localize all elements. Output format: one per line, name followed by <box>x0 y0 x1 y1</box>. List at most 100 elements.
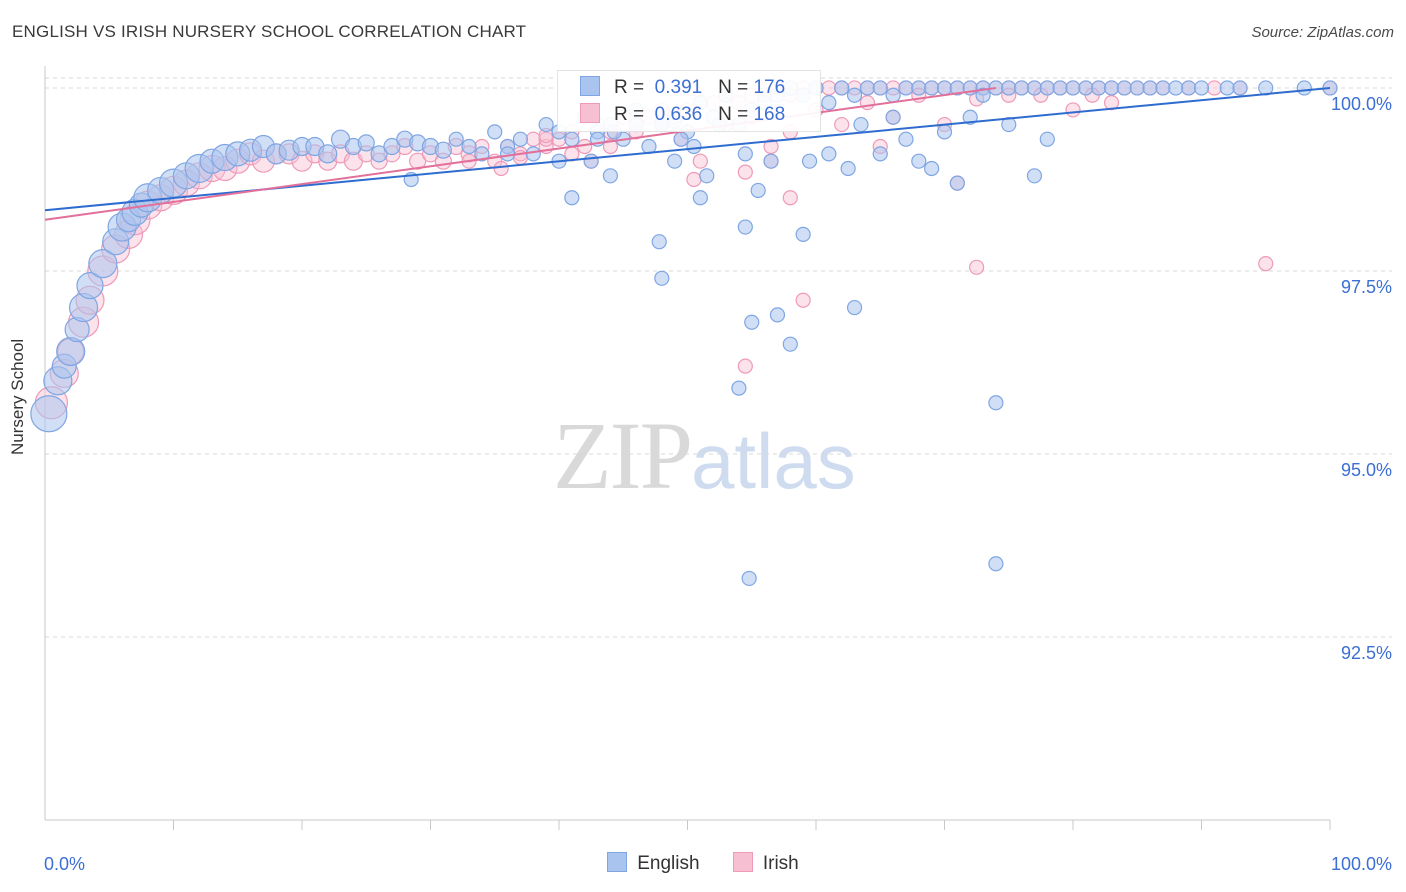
trend-lines <box>44 86 1331 221</box>
english-n-label: N = <box>718 77 749 98</box>
english-point <box>737 219 753 235</box>
irish-swatch <box>580 103 600 123</box>
english-point <box>936 124 953 140</box>
english-point <box>737 146 753 162</box>
english-point <box>763 153 779 169</box>
y-tick-label: 100.0% <box>1331 94 1392 114</box>
irish-point <box>686 171 702 188</box>
irish-point <box>737 358 753 374</box>
english-point <box>924 160 940 177</box>
english-point <box>834 80 850 96</box>
english-point <box>744 314 760 330</box>
english-point <box>885 87 901 103</box>
english-point <box>821 146 837 162</box>
english-point <box>1142 80 1158 96</box>
english-point <box>1026 80 1043 96</box>
english-point <box>434 141 452 159</box>
english-point <box>782 336 798 352</box>
legend-item-irish[interactable]: Irish <box>732 852 799 875</box>
irish-point <box>1206 80 1222 96</box>
english-point <box>357 134 375 152</box>
english-point <box>654 270 670 286</box>
english-point <box>1091 80 1107 96</box>
english-point <box>318 144 338 164</box>
english-point <box>1013 80 1030 96</box>
english-point <box>686 138 702 155</box>
english-n-value: 176 <box>753 77 786 98</box>
english-point <box>583 153 599 169</box>
english-legend-swatch <box>607 852 628 872</box>
english-r-value: 0.391 <box>654 77 703 98</box>
series-legend: English Irish <box>0 852 1406 875</box>
legend-item-english[interactable]: English <box>607 852 700 875</box>
irish-point <box>1065 102 1081 118</box>
watermark-atlas: atlas <box>691 417 856 505</box>
english-point <box>1219 80 1235 96</box>
irish-point <box>969 259 985 275</box>
english-point <box>853 116 869 133</box>
english-point <box>898 80 914 96</box>
english-r-label: R = <box>614 77 645 98</box>
english-point <box>846 87 863 103</box>
english-point <box>461 138 477 155</box>
irish-point <box>834 116 850 133</box>
irish-point <box>692 153 708 169</box>
english-point <box>821 95 837 111</box>
english-point <box>512 131 529 147</box>
watermark: ZIPatlas <box>553 400 856 511</box>
english-point <box>898 131 914 147</box>
english-point <box>936 80 953 96</box>
x-tick-label: 100.0% <box>1331 854 1392 874</box>
irish-point <box>795 292 811 308</box>
english-point <box>474 146 490 162</box>
x-tick-label: 0.0% <box>44 854 85 874</box>
english-point <box>1103 80 1120 96</box>
irish-n-value: 168 <box>753 104 786 125</box>
irish-point <box>821 80 837 96</box>
irish-point <box>538 131 554 147</box>
irish-trend-line <box>44 86 997 221</box>
english-points <box>30 80 1338 587</box>
english-point <box>651 234 667 250</box>
english-point <box>1193 80 1210 96</box>
english-point <box>1001 80 1017 96</box>
irish-point <box>763 138 779 155</box>
english-point <box>872 146 888 162</box>
english-point <box>699 168 715 184</box>
english-point <box>1026 168 1043 184</box>
legend-irish-label: Irish <box>762 853 799 874</box>
english-point <box>564 131 580 147</box>
irish-r-label: R = <box>614 104 645 125</box>
english-point <box>1116 80 1133 96</box>
stats-legend: R = 0.391 N = 176 R = 0.636 N = 168 <box>557 70 821 132</box>
legend-row-irish: R = 0.636 N = 168 <box>580 103 785 127</box>
english-point <box>448 131 464 147</box>
english-point <box>741 570 757 587</box>
irish-point <box>409 152 427 170</box>
english-point <box>1052 80 1068 96</box>
english-point <box>667 153 683 169</box>
english-point <box>1168 80 1184 96</box>
english-point <box>1155 80 1171 96</box>
english-point <box>911 80 927 96</box>
watermark-zip: ZIP <box>553 402 693 509</box>
english-point <box>76 272 104 300</box>
english-point <box>383 137 401 156</box>
english-point <box>1039 131 1055 147</box>
english-point <box>1296 80 1312 96</box>
english-point <box>924 80 940 96</box>
legend-english-label: English <box>637 853 700 874</box>
english-point <box>731 380 747 396</box>
english-point <box>370 145 388 163</box>
irish-point <box>493 160 509 177</box>
english-point <box>949 175 965 191</box>
irish-point <box>737 164 753 180</box>
irish-point <box>602 138 619 155</box>
english-point <box>602 168 619 184</box>
english-point <box>525 146 541 162</box>
english-point <box>975 87 991 103</box>
english-point <box>500 146 516 162</box>
english-point <box>795 226 811 242</box>
english-point <box>692 190 708 206</box>
